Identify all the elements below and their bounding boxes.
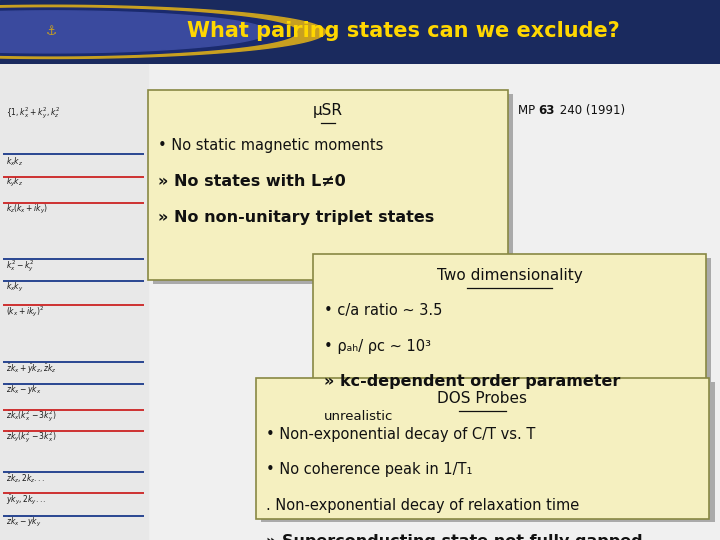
Text: unrealistic: unrealistic	[324, 410, 393, 423]
Text: DOS Probes: DOS Probes	[438, 392, 527, 407]
Text: $\hat{z}k_z, 2k_z...$: $\hat{z}k_z, 2k_z...$	[6, 471, 45, 485]
Bar	[148, 90, 508, 280]
Text: » kᴄ-dependent order parameter: » kᴄ-dependent order parameter	[324, 374, 621, 389]
Text: • No coherence peak in 1/T₁: • No coherence peak in 1/T₁	[266, 462, 473, 477]
Text: MP: MP	[518, 104, 539, 117]
Text: $k_x^2 - k_y^2$: $k_x^2 - k_y^2$	[6, 258, 34, 274]
Polygon shape	[0, 5, 325, 58]
Text: $\{1, k_x^2+k_y^2, k_z^2$: $\{1, k_x^2+k_y^2, k_z^2$	[6, 106, 60, 122]
Text: $k_x k_y$: $k_x k_y$	[6, 281, 23, 294]
Text: $k_z(k_x + ik_y)$: $k_z(k_x + ik_y)$	[6, 202, 48, 215]
Text: » No states with L≠0: » No states with L≠0	[158, 174, 346, 189]
Text: $k_x k_z$: $k_x k_z$	[6, 155, 23, 167]
Text: $(k_x + ik_y)^2$: $(k_x + ik_y)^2$	[6, 304, 44, 319]
Text: » No non-unitary triplet states: » No non-unitary triplet states	[158, 210, 435, 225]
Text: • c/a ratio ∼ 3.5: • c/a ratio ∼ 3.5	[324, 303, 442, 318]
Text: $\hat{z}k_x(k_x^2-3k_y^2)$: $\hat{z}k_x(k_x^2-3k_y^2)$	[6, 408, 57, 424]
Text: $\hat{y}k_y, 2k_y...$: $\hat{y}k_y, 2k_y...$	[6, 492, 46, 507]
Text: What pairing states can we exclude?: What pairing states can we exclude?	[186, 21, 620, 40]
Text: 240 (1991): 240 (1991)	[556, 104, 625, 117]
Text: 63: 63	[539, 104, 555, 117]
Bar	[256, 378, 709, 518]
Text: Two dimensionality: Two dimensionality	[436, 267, 582, 282]
Bar	[313, 254, 706, 400]
Text: $\hat{z}k_y(k_y^2-3k_x^2)$: $\hat{z}k_y(k_y^2-3k_x^2)$	[6, 430, 57, 446]
Text: $\hat{z}k_x - \hat{y}k_x$: $\hat{z}k_x - \hat{y}k_x$	[6, 383, 41, 397]
Bar	[153, 94, 513, 284]
Text: • No static magnetic moments: • No static magnetic moments	[158, 138, 384, 153]
Text: • Non-exponential decay of C/T vs. T: • Non-exponential decay of C/T vs. T	[266, 427, 536, 442]
Text: $\hat{z}k_x - \hat{y}k_y$: $\hat{z}k_x - \hat{y}k_y$	[6, 515, 41, 529]
Bar	[0, 64, 148, 540]
Text: $\hat{z}k_x+\hat{y}k_z, \hat{z}k_z$: $\hat{z}k_x+\hat{y}k_z, \hat{z}k_z$	[6, 361, 56, 376]
Polygon shape	[0, 8, 297, 56]
Text: • ρₐₕ/ ρᴄ ∼ 10³: • ρₐₕ/ ρᴄ ∼ 10³	[324, 339, 431, 354]
Text: » Superconducting state not fully gapped: » Superconducting state not fully gapped	[266, 534, 643, 540]
Text: ⚓: ⚓	[46, 25, 58, 38]
Text: . Non-exponential decay of relaxation time: . Non-exponential decay of relaxation ti…	[266, 498, 580, 513]
Polygon shape	[0, 11, 268, 53]
Bar	[261, 382, 715, 522]
Text: $k_y k_z$: $k_y k_z$	[6, 176, 23, 190]
Text: μSR: μSR	[312, 103, 343, 118]
Bar	[319, 258, 711, 403]
